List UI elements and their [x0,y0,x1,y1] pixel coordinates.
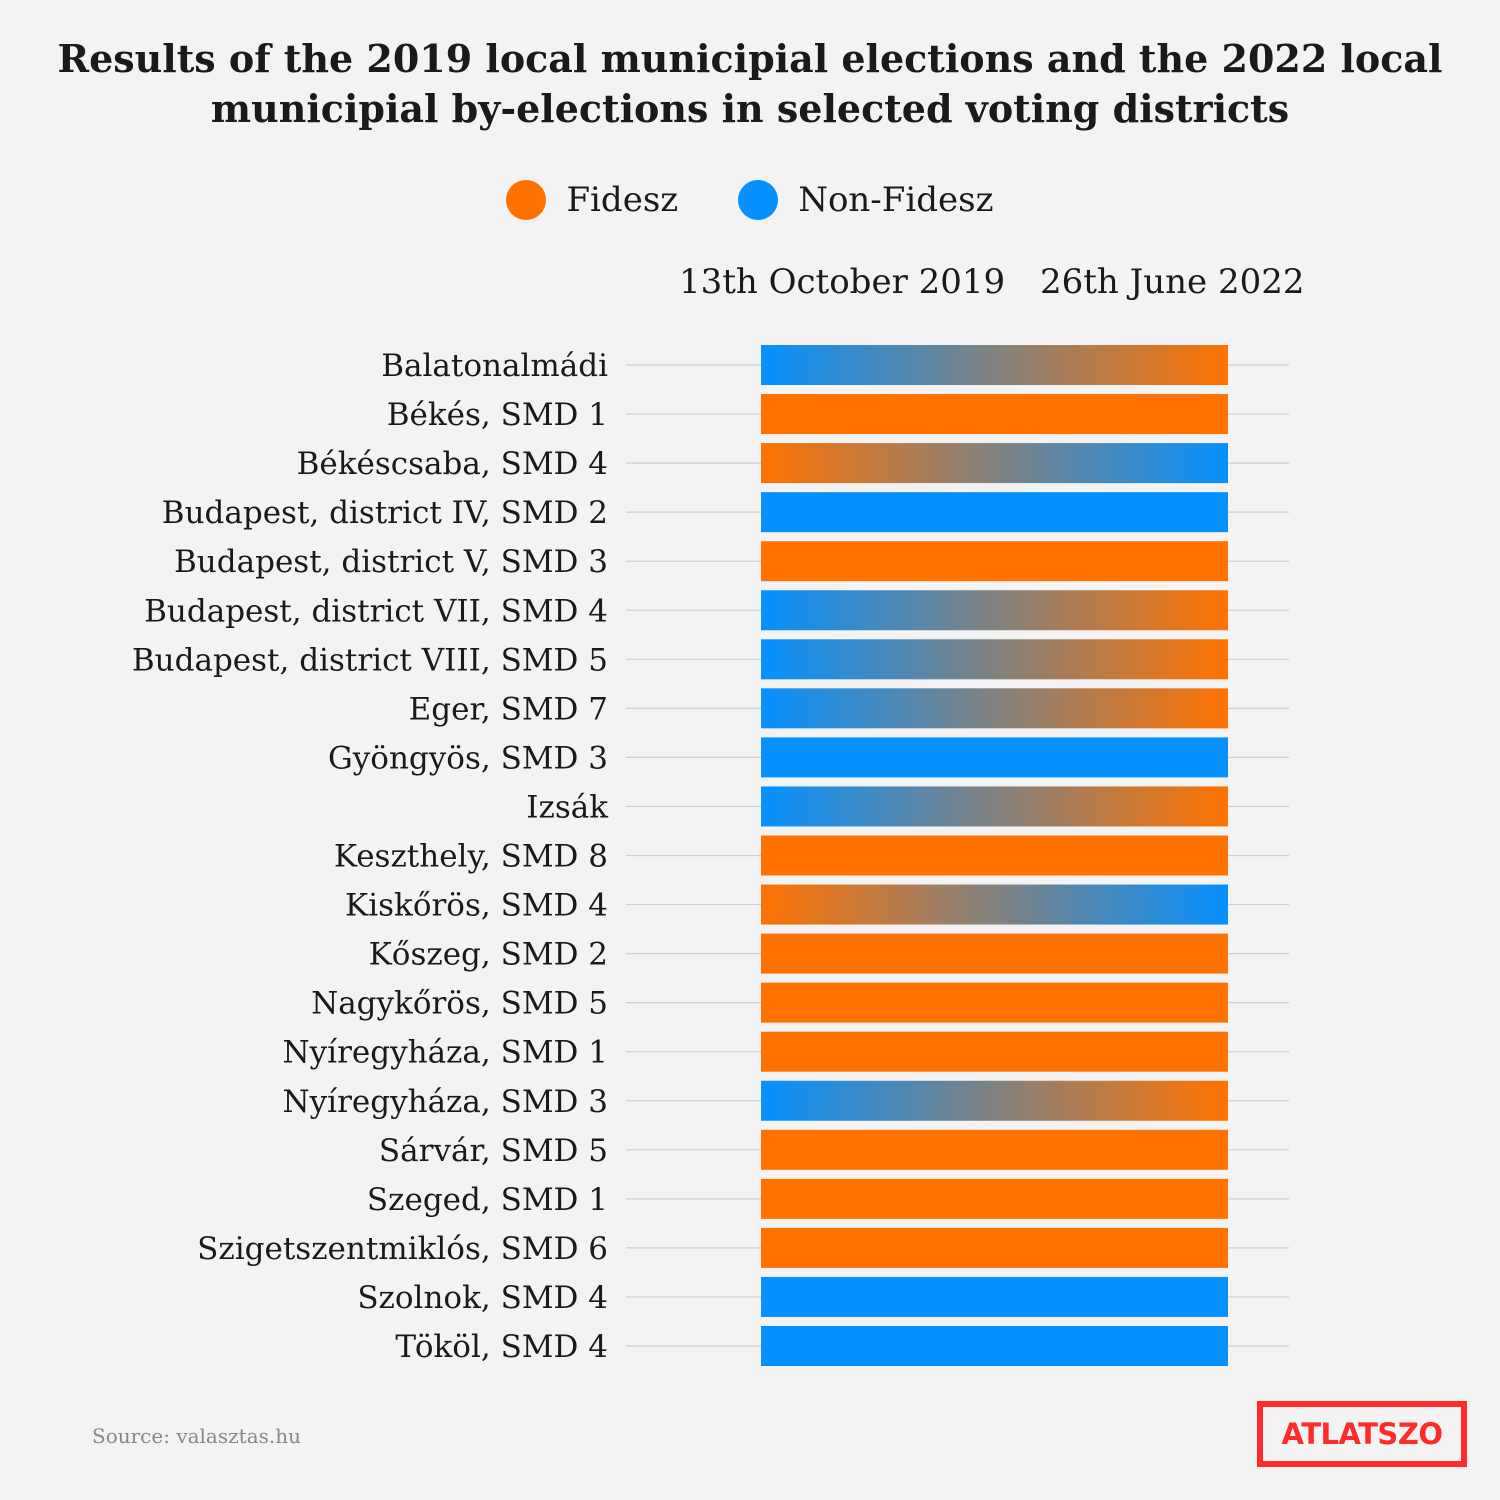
result-bar [761,1326,1228,1366]
row-label: Balatonalmádi [381,348,608,384]
row-label: Nagykőrös, SMD 5 [311,986,608,1022]
result-bar [761,1080,1228,1121]
result-bar [761,1031,1228,1072]
row-label: Keszthely, SMD 8 [334,839,608,875]
row-label: Békés, SMD 1 [387,397,608,433]
result-bar [761,1178,1228,1219]
result-bar [761,492,1228,533]
row-label: Kiskőrös, SMD 4 [345,888,608,924]
row-label: Szolnok, SMD 4 [357,1280,608,1316]
title-line-2: municipial by-elections in selected voti… [210,86,1290,131]
result-bar [761,541,1228,582]
result-bar [761,737,1228,778]
row-label: Kőszeg, SMD 2 [369,937,608,973]
row-label: Budapest, district VII, SMD 4 [144,593,608,629]
row-label: Budapest, district VIII, SMD 5 [132,642,608,678]
legend-swatch-fidesz [506,180,547,220]
row-label: Gyöngyös, SMD 3 [328,740,608,776]
atlatszo-logo: ATLATSZO [1257,1401,1467,1467]
result-bar [761,884,1228,925]
row-label: Békéscsaba, SMD 4 [297,446,608,482]
legend-label-non-fidesz: Non-Fidesz [798,180,994,220]
chart-title: Results of the 2019 local municipial ele… [0,34,1500,134]
result-bar [761,590,1228,631]
row-label: Tököl, SMD 4 [395,1329,608,1365]
title-line-1: Results of the 2019 local municipial ele… [57,36,1443,81]
row-label: Budapest, district V, SMD 3 [174,544,608,580]
result-bar [761,394,1228,435]
result-bar [761,1227,1228,1268]
row-label: Sárvár, SMD 5 [379,1133,608,1169]
result-bar [761,443,1228,484]
row-label: Szeged, SMD 1 [367,1182,608,1218]
result-bar [761,835,1228,876]
row-label: Eger, SMD 7 [409,691,608,727]
result-bar [761,1276,1228,1317]
logo-text: ATLATSZO [1281,1417,1444,1451]
source-note: Source: valasztas.hu [92,1424,302,1448]
row-label: Nyíregyháza, SMD 3 [283,1084,608,1120]
row-label: Szigetszentmiklós, SMD 6 [197,1231,608,1267]
result-bar [761,345,1228,385]
column-header-2019: 13th October 2019 [679,262,1006,302]
legend-label-fidesz: Fidesz [566,180,679,220]
result-bar [761,933,1228,974]
result-bar [761,688,1228,729]
legend-item-non-fidesz: Non-Fidesz [738,180,994,220]
row-label: Izsák [526,789,608,825]
row-label: Budapest, district IV, SMD 2 [162,495,608,531]
legend: Fidesz Non-Fidesz [0,180,1500,220]
legend-item-fidesz: Fidesz [506,180,678,220]
legend-swatch-non-fidesz [738,180,779,220]
column-header-2022: 26th June 2022 [1040,262,1305,302]
result-bar [761,786,1228,827]
result-bar [761,982,1228,1023]
result-bar [761,1129,1228,1170]
row-label: Nyíregyháza, SMD 1 [283,1035,608,1071]
result-bar [761,639,1228,680]
